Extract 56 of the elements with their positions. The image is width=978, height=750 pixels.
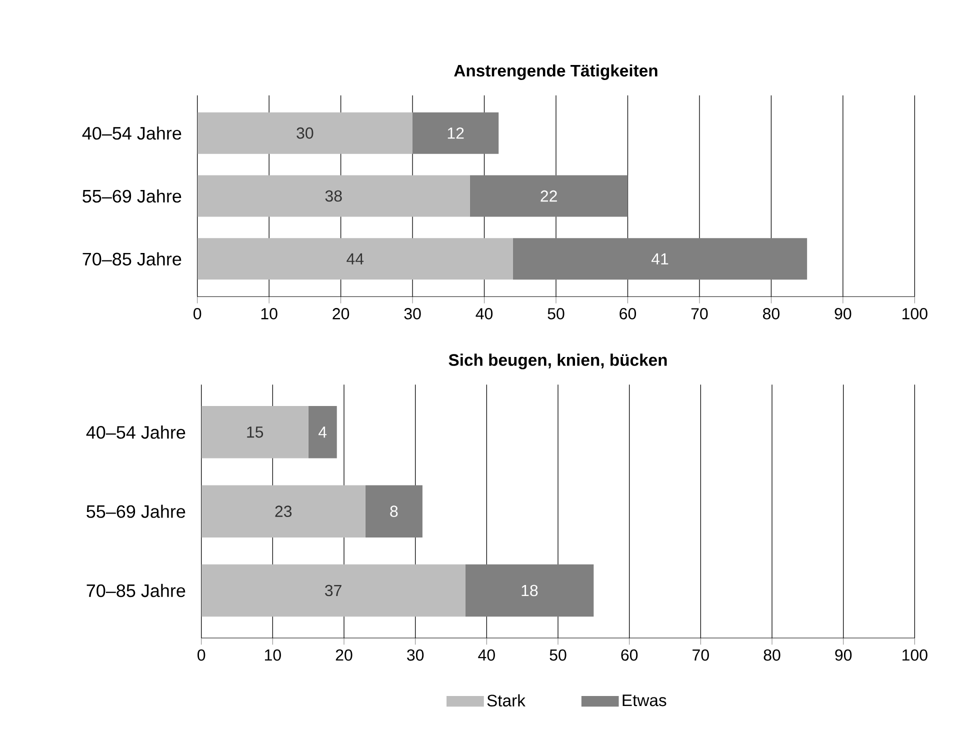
x-tick-label: 80 <box>764 649 780 661</box>
x-tick-label: 40 <box>476 308 493 320</box>
data-label: 12 <box>448 127 464 139</box>
x-tick-label: 30 <box>404 308 421 320</box>
data-label: 8 <box>390 506 398 517</box>
x-tick-label: 100 <box>902 649 928 661</box>
data-label: 44 <box>346 253 364 264</box>
chart-title: Sich beugen, knien, bücken <box>448 354 667 370</box>
chart-title: Anstrengende Tätigkeiten <box>454 64 658 80</box>
bar <box>365 485 422 538</box>
data-label: 41 <box>652 253 668 264</box>
legend-label: Etwas <box>622 694 666 706</box>
bar <box>201 406 308 458</box>
x-tick-label: 10 <box>261 308 278 320</box>
y-tick-label: 40–54 Jahre <box>82 126 182 140</box>
bar <box>197 238 513 280</box>
data-label: 38 <box>325 190 342 202</box>
bar <box>197 175 470 217</box>
x-tick-label: 100 <box>902 308 928 320</box>
bar <box>201 564 466 617</box>
bar <box>201 485 366 538</box>
x-tick-label: 20 <box>332 308 350 320</box>
data-label: 22 <box>540 190 557 202</box>
bar <box>470 175 628 217</box>
x-tick-label: 0 <box>198 649 206 661</box>
bar <box>465 564 594 617</box>
x-tick-label: 60 <box>620 308 636 320</box>
x-tick-label: 10 <box>264 649 281 661</box>
x-tick-label: 0 <box>194 308 202 320</box>
y-tick-label: 70–85 Jahre <box>86 584 186 598</box>
x-tick-label: 90 <box>835 649 852 661</box>
bar <box>512 238 808 280</box>
data-label: 4 <box>318 426 327 438</box>
bar <box>308 406 337 458</box>
x-tick-label: 60 <box>621 649 638 661</box>
x-tick-label: 90 <box>834 308 852 320</box>
data-label: 23 <box>275 506 292 517</box>
x-tick-label: 50 <box>548 308 564 320</box>
x-tick-label: 20 <box>336 649 352 661</box>
x-tick-label: 70 <box>691 308 708 320</box>
y-tick-label: 40–54 Jahre <box>86 426 186 439</box>
data-label: 37 <box>325 584 342 596</box>
y-tick-label: 70–85 Jahre <box>82 252 182 266</box>
bar <box>412 112 499 154</box>
data-label: 30 <box>296 127 314 139</box>
y-tick-label: 55–69 Jahre <box>82 189 182 203</box>
bar <box>197 112 413 154</box>
legend-label: Stark <box>487 694 526 707</box>
y-tick-label: 55–69 Jahre <box>86 504 186 518</box>
data-label: 15 <box>247 426 264 438</box>
x-tick-label: 50 <box>550 649 566 661</box>
x-tick-label: 30 <box>407 649 424 661</box>
x-tick-label: 80 <box>763 308 780 320</box>
x-tick-label: 40 <box>478 649 495 661</box>
x-tick-label: 70 <box>692 649 709 661</box>
data-label: 18 <box>522 584 538 596</box>
